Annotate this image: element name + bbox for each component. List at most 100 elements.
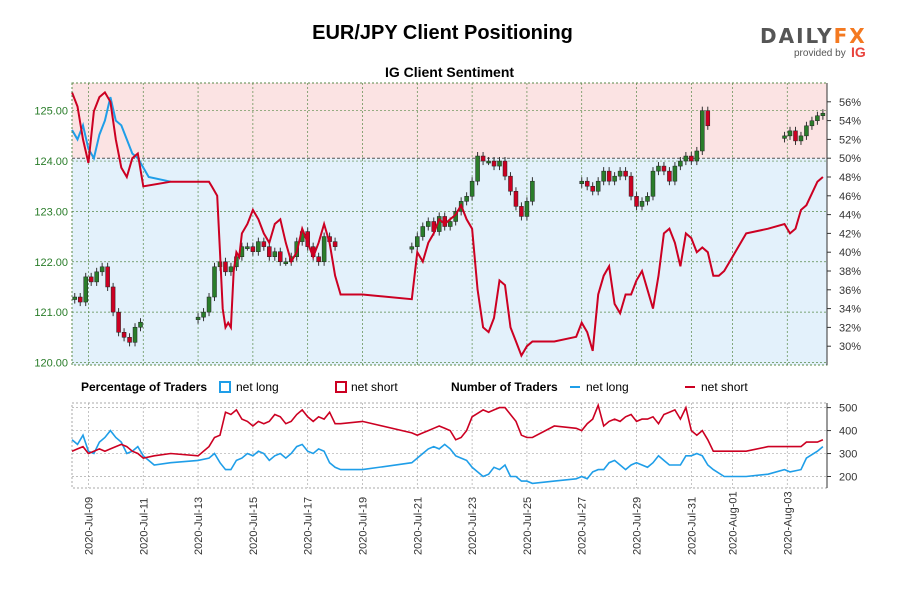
- date-tick-label: 2020-Jul-21: [412, 497, 424, 555]
- traders-tick-label: 300: [839, 449, 857, 461]
- candle-body: [475, 155, 480, 182]
- candle-body: [256, 241, 261, 252]
- pct-tick-label: 32%: [839, 322, 861, 334]
- pct-tick-label: 50%: [839, 153, 861, 165]
- legend-pct-short-swatch: [335, 381, 347, 393]
- pct-tick-label: 40%: [839, 247, 861, 259]
- candle-body: [798, 135, 804, 142]
- traders-tick-label: 400: [839, 426, 857, 438]
- date-tick-label: 2020-Jul-31: [686, 497, 698, 555]
- x-axis-labels: 2020-Jul-09 2020-Jul-11 2020-Jul-13 2020-Ju…: [83, 491, 794, 555]
- candle-body: [110, 286, 116, 313]
- candle-body: [820, 112, 826, 116]
- candle-body: [447, 221, 453, 227]
- candle-body: [672, 165, 678, 182]
- candle-body: [121, 332, 127, 338]
- candle-body: [678, 160, 683, 167]
- candle-body: [683, 155, 689, 162]
- candle-body: [694, 150, 700, 162]
- candle-body: [228, 266, 234, 273]
- percentage-lines: [71, 90, 824, 358]
- candle-body: [486, 160, 491, 164]
- date-tick-label: 2020-Jul-23: [467, 497, 479, 555]
- legend-pct-heading: Percentage of Traders: [81, 380, 207, 394]
- pct-net-short-line: [71, 90, 824, 358]
- legend: Percentage of Traders net long net short…: [81, 380, 748, 394]
- candle-body: [94, 271, 99, 283]
- date-tick-label: 2020-Jul-13: [193, 497, 205, 555]
- legend-num-heading: Number of Traders: [451, 380, 558, 394]
- candle-body: [77, 296, 83, 303]
- candle-body: [491, 160, 497, 167]
- candle-body: [628, 175, 634, 197]
- candle-body: [72, 296, 77, 300]
- candle-body: [601, 170, 606, 182]
- pct-tick-label: 54%: [839, 116, 861, 128]
- date-tick-label: 2020-Jul-17: [303, 497, 315, 555]
- candle-body: [415, 236, 420, 247]
- candle-body: [689, 155, 694, 162]
- candle-body: [105, 266, 110, 288]
- candle-body: [332, 241, 338, 247]
- num-net-long-line: [71, 429, 824, 485]
- date-tick-label: 2020-Jul-25: [522, 497, 534, 555]
- candle-body: [606, 170, 612, 182]
- logo-provided-by: provided by: [794, 48, 846, 59]
- candle-body: [278, 251, 283, 263]
- date-tick-label: 2020-Aug-03: [782, 491, 794, 555]
- candle-body: [195, 316, 201, 320]
- pct-tick-label: 34%: [839, 304, 861, 316]
- candle-body: [409, 246, 415, 250]
- price-tick-label: 121.00: [34, 307, 68, 319]
- candle-body: [656, 165, 661, 172]
- candle-body: [116, 311, 121, 333]
- candle-body: [700, 110, 705, 152]
- axes: 120.00 121.00 122.00 123.00 124.00 125.00 30% 3…: [34, 82, 861, 369]
- candle-body: [634, 196, 639, 207]
- candle-body: [206, 296, 212, 313]
- legend-pct-long-swatch: [219, 381, 231, 393]
- candle-body: [316, 256, 321, 263]
- candle-body: [645, 196, 650, 202]
- traders-frame: [71, 402, 828, 489]
- candle-body: [809, 120, 815, 127]
- candle-body: [617, 170, 623, 177]
- candle-body: [667, 170, 672, 182]
- candle-body: [212, 266, 217, 298]
- legend-pct-short-label: net short: [351, 380, 398, 394]
- pct-tick-label: 52%: [839, 134, 861, 146]
- legend-num-short-label: net short: [701, 380, 748, 394]
- date-tick-label: 2020-Jul-29: [632, 497, 644, 555]
- date-tick-label: 2020-Aug-01: [727, 491, 739, 555]
- candle-body: [530, 180, 535, 202]
- candle-body: [426, 221, 431, 227]
- traders-tick-label: 500: [839, 403, 857, 415]
- candle-body: [261, 241, 267, 247]
- candle-body: [420, 226, 426, 237]
- candle-body: [524, 201, 530, 217]
- candle-body: [127, 337, 132, 343]
- pct-tick-label: 46%: [839, 191, 861, 203]
- number-of-traders-lines: 200 300 400 500: [71, 402, 857, 489]
- date-tick-label: 2020-Jul-19: [357, 497, 369, 555]
- candle-body: [595, 180, 601, 192]
- candle-body: [787, 130, 793, 137]
- candle-body: [804, 125, 809, 137]
- candle-body: [497, 160, 502, 167]
- candle-body: [508, 175, 513, 192]
- candle-body: [793, 130, 798, 142]
- date-tick-label: 2020-Jul-27: [577, 497, 589, 555]
- candle-body: [250, 246, 256, 252]
- dailyfx-logo: DAILYFX provided by IG: [758, 24, 868, 64]
- candle-body: [612, 175, 617, 182]
- legend-num-long-label: net long: [586, 380, 629, 394]
- ig-logo: IG: [851, 44, 866, 60]
- price-tick-label: 125.00: [34, 106, 68, 118]
- candle-body: [464, 196, 469, 202]
- candle-body: [138, 321, 143, 328]
- candle-body: [584, 180, 590, 187]
- pct-tick-label: 48%: [839, 172, 861, 184]
- candle-body: [782, 135, 787, 139]
- price-tick-label: 124.00: [34, 156, 68, 168]
